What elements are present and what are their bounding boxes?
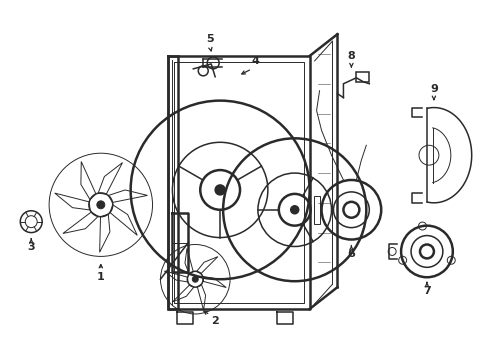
- Text: 7: 7: [422, 286, 430, 296]
- Text: 3: 3: [27, 243, 35, 252]
- Circle shape: [290, 206, 298, 214]
- Text: 6: 6: [347, 249, 355, 260]
- Text: 9: 9: [429, 84, 437, 94]
- Circle shape: [192, 276, 198, 282]
- Circle shape: [215, 185, 224, 195]
- Text: 4: 4: [250, 56, 258, 66]
- Text: 8: 8: [347, 51, 355, 61]
- Text: 5: 5: [206, 34, 214, 44]
- Text: 2: 2: [211, 316, 219, 326]
- Circle shape: [97, 201, 104, 209]
- Text: 1: 1: [97, 272, 104, 282]
